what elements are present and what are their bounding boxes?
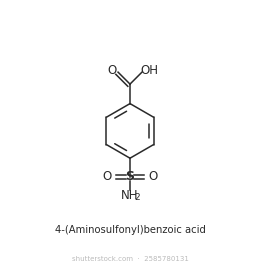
Text: 4-(Aminosulfonyl)benzoic acid: 4-(Aminosulfonyl)benzoic acid [55,225,205,235]
Text: O: O [102,171,112,183]
Text: S: S [126,171,134,183]
Text: O: O [148,171,158,183]
Text: 2: 2 [134,193,140,202]
Text: OH: OH [140,64,158,77]
Text: shutterstock.com  ·  2585780131: shutterstock.com · 2585780131 [72,256,188,262]
Text: NH: NH [121,189,138,202]
Text: O: O [108,64,117,76]
